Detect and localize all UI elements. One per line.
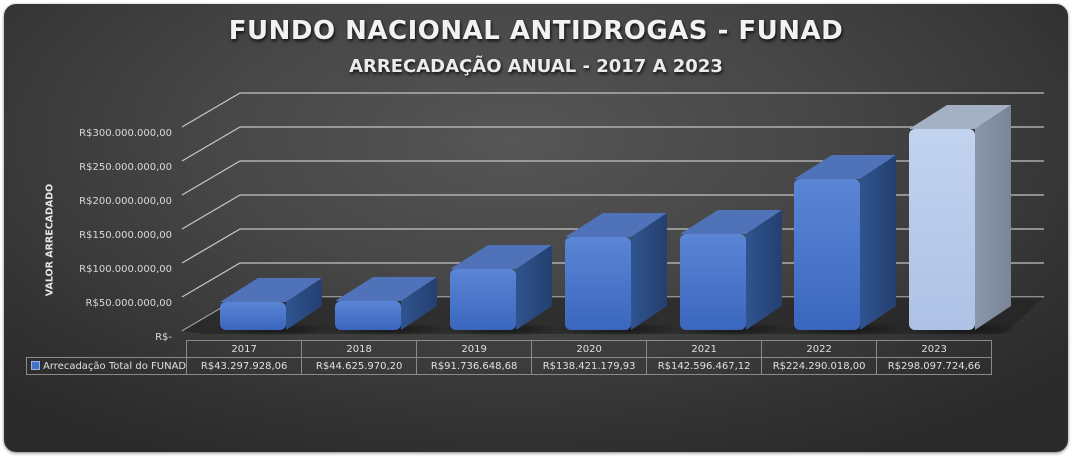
bar-2022 [787,155,907,336]
plot-area [181,92,1044,336]
table-value-2023: R$298.097.724,66 [876,357,993,375]
bar-2020 [557,213,677,336]
table-year-2020: 2020 [531,340,648,358]
y-tick-100m: R$100.000.000,00 [79,264,172,275]
bar-2021 [672,210,792,336]
table-value-2021: R$142.596.467,12 [646,357,763,375]
table-corner [26,340,188,358]
bar-2023 [902,105,1022,336]
y-tick-300m: R$300.000.000,00 [79,128,172,139]
y-tick-50m: R$50.000.000,00 [85,298,172,309]
legend-label: Arrecadação Total do FUNAD [43,360,187,372]
table-year-2023: 2023 [876,340,993,358]
table-year-2019: 2019 [416,340,533,358]
y-tick-200m: R$200.000.000,00 [79,196,172,207]
legend-key-icon [31,361,40,370]
data-table-values-row: Arrecadação Total do FUNAD R$43.297.928,… [25,357,993,375]
data-table: 2017 2018 2019 2020 2021 2022 2023 Arrec… [25,340,993,375]
y-tick-0: R$- [155,332,172,343]
chart-title: FUNDO NACIONAL ANTIDROGAS - FUNAD [228,16,844,46]
y-tick-250m: R$250.000.000,00 [79,162,172,173]
table-value-2017: R$43.297.928,06 [186,357,303,375]
legend-entry: Arrecadação Total do FUNAD [25,357,188,375]
table-value-2022: R$224.290.018,00 [761,357,878,375]
table-year-2021: 2021 [646,340,763,358]
bar-2018 [327,277,447,336]
bar-2019 [442,245,562,336]
table-value-2019: R$91.736.648,68 [416,357,533,375]
bar-2017 [212,278,332,336]
table-value-2020: R$138.421.179,93 [531,357,648,375]
table-value-2018: R$44.625.970,20 [301,357,418,375]
chart-card: FUNDO NACIONAL ANTIDROGAS - FUNAD ARRECA… [4,4,1068,452]
table-year-2017: 2017 [186,340,303,358]
table-year-2022: 2022 [761,340,878,358]
table-year-2018: 2018 [301,340,418,358]
y-tick-150m: R$150.000.000,00 [79,230,172,241]
chart-subtitle: ARRECADAÇÃO ANUAL - 2017 A 2023 [349,56,723,77]
data-table-header-row: 2017 2018 2019 2020 2021 2022 2023 [26,340,993,358]
